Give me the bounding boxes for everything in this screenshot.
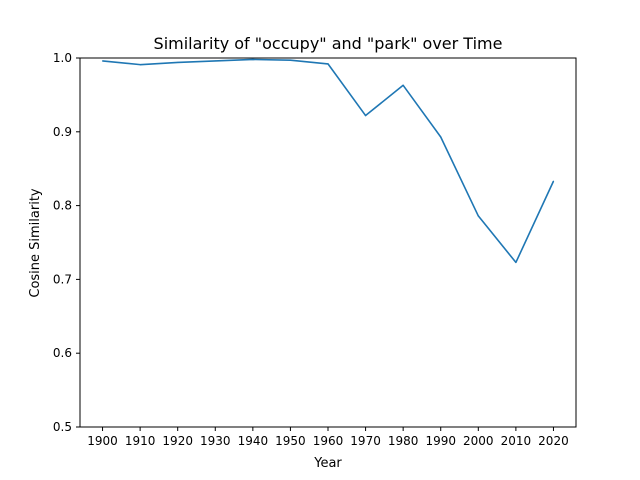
x-tick-label: 1900 <box>87 434 118 448</box>
x-tick-label: 1990 <box>425 434 456 448</box>
data-point <box>327 63 329 65</box>
x-tick-label: 1960 <box>313 434 344 448</box>
x-tick-label: 1970 <box>350 434 381 448</box>
x-tick-label: 1950 <box>275 434 306 448</box>
data-point <box>477 215 479 217</box>
axes-frame <box>79 57 577 428</box>
chart-title: Similarity of "occupy" and "park" over T… <box>154 34 503 53</box>
x-tick-label: 1980 <box>388 434 419 448</box>
data-point <box>515 261 517 264</box>
data-point <box>552 180 555 182</box>
y-tick-label: 0.7 <box>53 272 72 286</box>
data-point <box>139 64 141 66</box>
y-axis: 0.5 0.6 0.7 0.8 0.9 1.0 <box>53 51 80 434</box>
x-tick-label: 2020 <box>538 434 569 448</box>
data-point <box>101 60 104 62</box>
data-point <box>177 61 179 64</box>
x-axis: 1900 1910 1920 1930 1940 1950 1960 1970 1980 1990… <box>87 427 569 448</box>
x-tick-label: 1930 <box>200 434 231 448</box>
plot-area: 1900 1910 1920 1930 1940 1950 1960 1970 1980 1990… <box>53 51 577 448</box>
x-tick-label: 1940 <box>238 434 269 448</box>
series-layer <box>101 58 555 264</box>
x-tick-label: 2010 <box>501 434 532 448</box>
y-tick-label: 1.0 <box>53 51 72 65</box>
y-tick-label: 0.8 <box>53 199 72 213</box>
x-tick-label: 1910 <box>125 434 156 448</box>
y-tick-label: 0.5 <box>53 420 72 434</box>
data-point <box>214 60 216 62</box>
y-axis-label: Cosine Similarity <box>28 188 43 298</box>
data-point <box>364 114 367 117</box>
data-point <box>252 58 254 61</box>
data-point <box>289 59 292 61</box>
data-point <box>402 84 404 86</box>
y-tick-label: 0.6 <box>53 346 72 360</box>
data-point <box>440 136 442 138</box>
y-tick-label: 0.9 <box>53 125 72 139</box>
x-tick-label: 2000 <box>463 434 494 448</box>
x-tick-label: 1920 <box>162 434 193 448</box>
x-axis-label: Year <box>313 456 342 471</box>
